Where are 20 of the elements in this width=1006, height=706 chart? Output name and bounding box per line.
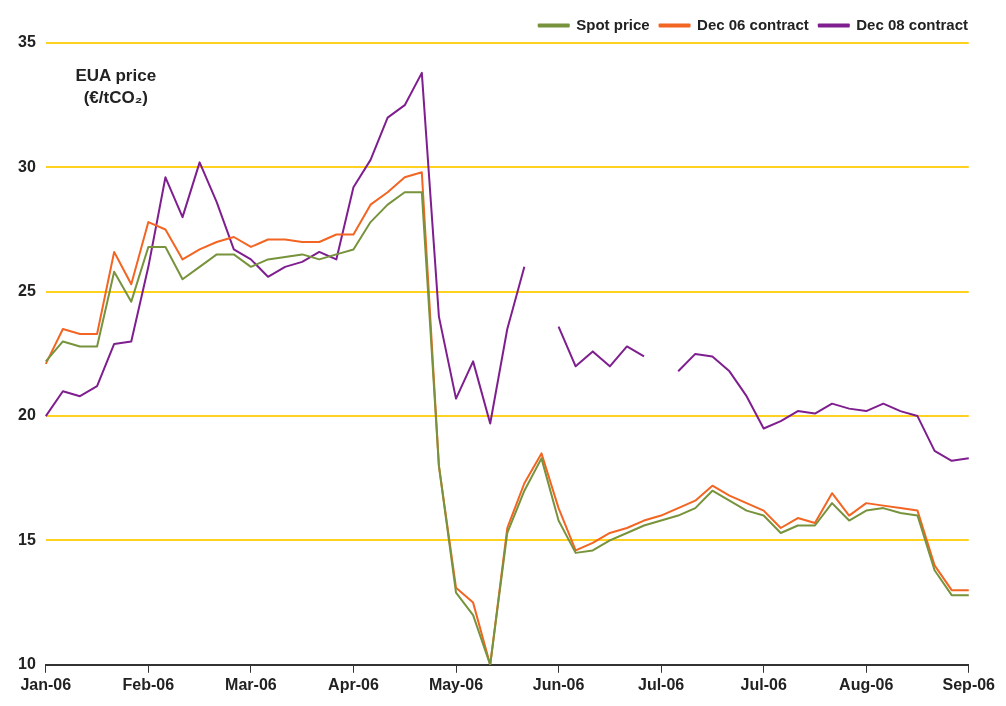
x-tick-label: Apr-06: [328, 675, 379, 693]
x-tick-label: Aug-06: [839, 675, 894, 693]
y-tick-label: 25: [18, 282, 36, 300]
x-tick-label: Jul-06: [740, 675, 787, 693]
x-tick-label: Jan-06: [20, 675, 72, 693]
y-axis-title: EUA price (€/tCO₂): [75, 66, 157, 108]
x-tick-label: Jul-06: [637, 675, 685, 693]
x-tick-label: May-06: [428, 675, 484, 693]
y-tick-label: 10: [18, 655, 36, 673]
legend-label: Dec 08 contract: [856, 15, 968, 33]
y-tick-label: 30: [18, 157, 36, 175]
legend-label: Dec 06 contract: [697, 15, 809, 33]
y-tick-label: 20: [18, 406, 36, 424]
legend-label: Spot price: [576, 15, 650, 33]
x-tick-label: Feb-06: [122, 675, 175, 693]
y-tick-label: 35: [18, 33, 36, 51]
y-tick-label: 15: [18, 530, 36, 548]
x-tick-label: Sep-06: [942, 675, 996, 693]
x-tick-label: Mar-06: [225, 675, 277, 693]
x-tick-label: Jun-06: [532, 675, 585, 693]
